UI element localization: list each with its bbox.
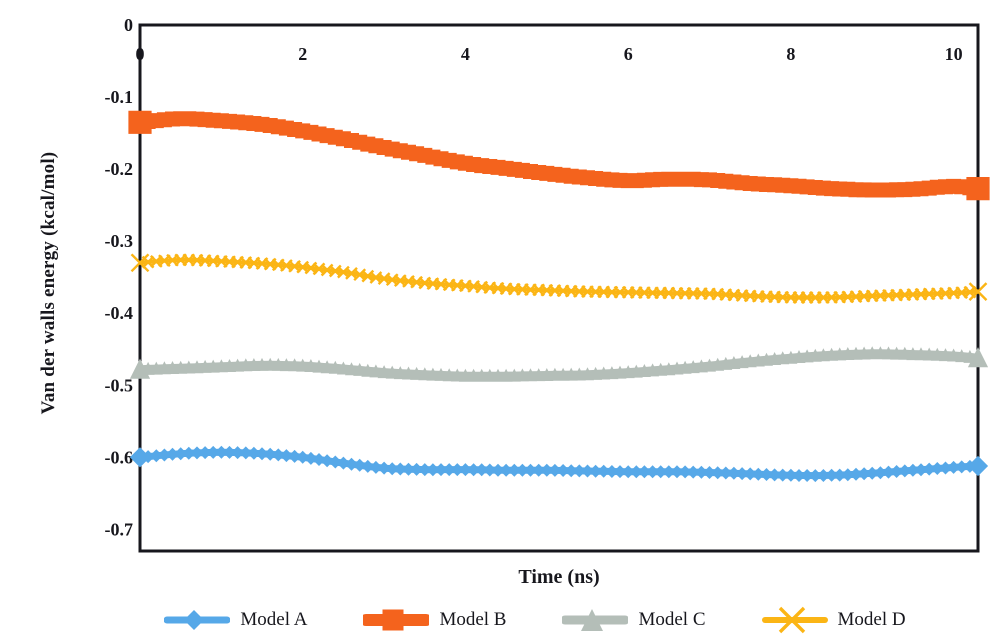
model-a-diamond-marker-icon <box>164 610 231 630</box>
legend-item-model-a: Model A <box>164 605 307 635</box>
svg-text:-0.6: -0.6 <box>105 447 134 467</box>
svg-text:6: 6 <box>624 44 633 64</box>
svg-text:-0.5: -0.5 <box>105 375 134 395</box>
y-axis-title: Van der walls energy (kcal/mol) <box>38 151 59 415</box>
legend-item-model-b: Model B <box>363 605 506 635</box>
svg-text:2: 2 <box>298 44 307 64</box>
model-d-x-marker-icon <box>761 606 828 634</box>
model-b-square-marker-icon <box>363 609 430 631</box>
svg-text:0: 0 <box>136 44 145 64</box>
svg-text:8: 8 <box>786 44 795 64</box>
svg-text:-0.3: -0.3 <box>105 231 134 251</box>
x-axis-title: Time (ns) <box>518 566 600 588</box>
legend-label-model-a: Model A <box>240 609 308 630</box>
svg-text:-0.2: -0.2 <box>105 159 134 179</box>
legend-item-model-d: Model D <box>761 605 906 635</box>
legend-label-model-d: Model D <box>837 609 906 630</box>
svg-text:-0.1: -0.1 <box>105 87 134 107</box>
legend: Model A Model B Model C Model D <box>0 601 1000 639</box>
svg-text:-0.7: -0.7 <box>105 519 134 539</box>
legend-label-model-b: Model B <box>439 609 507 630</box>
svg-text:4: 4 <box>461 44 470 64</box>
svg-text:-0.4: -0.4 <box>105 303 134 323</box>
legend-item-model-c: Model C <box>562 605 706 635</box>
svg-text:0: 0 <box>124 15 133 35</box>
svg-text:10: 10 <box>945 44 963 64</box>
legend-label-model-c: Model C <box>638 609 706 630</box>
model-c-triangle-marker-icon <box>562 609 629 631</box>
